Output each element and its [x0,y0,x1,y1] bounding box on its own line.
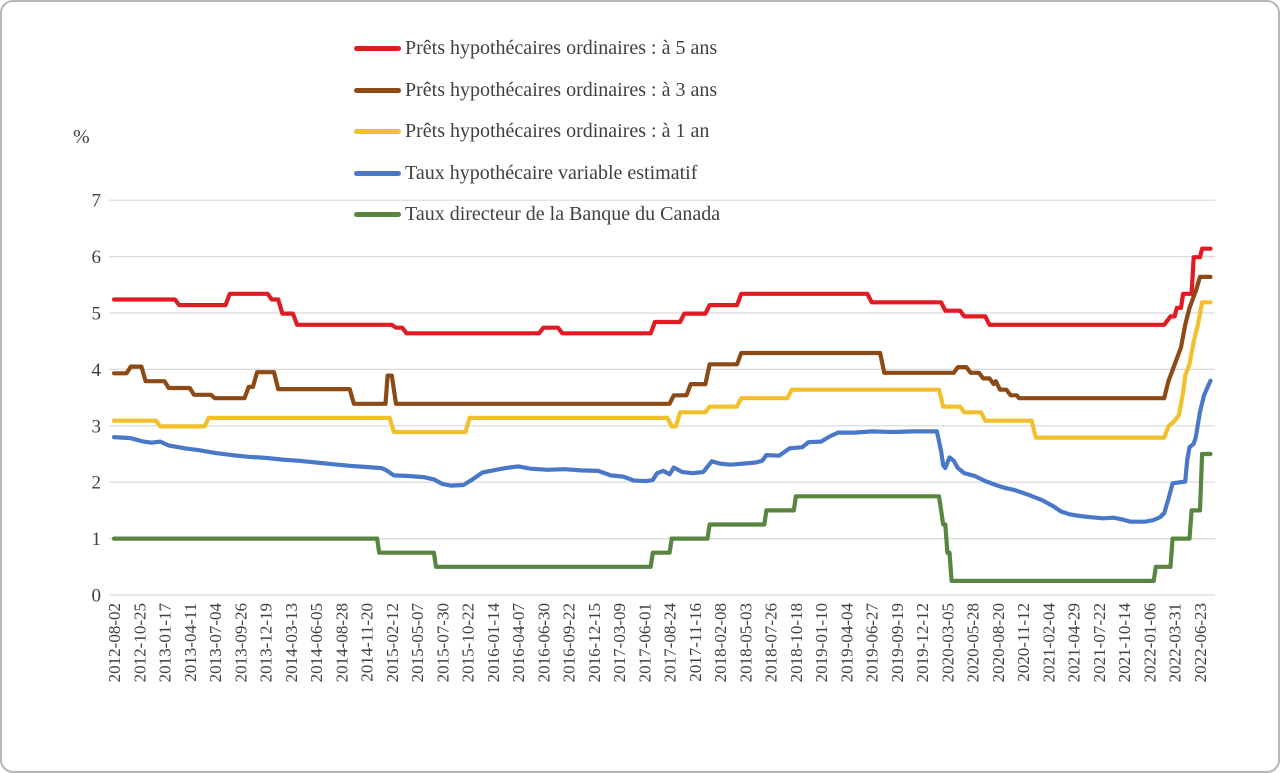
y-axis-tick-label: 2 [92,473,102,494]
x-axis-tick-label: 2014-11-20 [358,603,377,682]
legend-swatch-policy-rate-icon [354,212,401,218]
legend-label-3yr: Prêts hypothécaires ordinaires : à 3 ans [405,78,718,101]
x-axis-tick-label: 2013-07-04 [206,603,225,683]
x-axis-tick-label: 2021-02-04 [1039,603,1058,683]
y-axis-tick-label: 0 [92,586,102,607]
x-axis-tick-label: 2013-12-19 [257,603,276,682]
x-axis-tick-label: 2013-09-26 [231,603,250,682]
x-axis-tick-label: 2014-08-28 [332,603,351,682]
x-axis-tick-label: 2012-08-02 [105,603,124,682]
y-axis-tick-label: 1 [92,529,102,550]
x-axis-tick-label: 2017-08-24 [661,603,680,683]
x-axis-tick-label: 2022-06-23 [1191,603,1210,682]
x-axis-tick-label: 2013-01-17 [156,603,175,683]
x-axis-tick-label: 2016-06-30 [534,603,553,682]
legend-item-3yr: Prêts hypothécaires ordinaires : à 3 ans [354,70,720,112]
y-axis-tick-label: 7 [92,191,102,212]
legend-item-5yr: Prêts hypothécaires ordinaires : à 5 ans [354,28,720,70]
legend-item-1yr: Prêts hypothécaires ordinaires : à 1 an [354,111,720,153]
legend-label-5yr: Prêts hypothécaires ordinaires : à 5 ans [405,37,718,60]
x-axis-tick-label: 2014-03-13 [282,603,301,682]
series-line-2 [111,300,1213,440]
x-axis-tick-label: 2019-01-10 [812,603,831,682]
x-axis-tick-label: 2017-03-09 [610,603,629,682]
x-axis-tick-label: 2019-06-27 [863,603,882,683]
y-axis-tick-label: 5 [92,304,102,325]
legend-swatch-1yr-icon [354,129,401,135]
x-axis-tick-label: 2018-10-18 [787,603,806,682]
legend-label-1yr: Prêts hypothécaires ordinaires : à 1 an [405,120,710,143]
legend-label-policy-rate: Taux directeur de la Banque du Canada [405,203,721,226]
x-axis-tick-label: 2021-07-22 [1090,603,1109,682]
x-axis-tick-label: 2016-01-14 [484,603,503,683]
x-axis-tick-label: 2015-07-30 [433,603,452,682]
x-axis-tick-label: 2020-11-12 [1014,603,1033,682]
x-axis-tick-label: 2021-04-29 [1065,603,1084,682]
x-axis-tick-label: 2017-06-01 [635,603,654,682]
x-axis-tick-label: 2015-05-07 [408,603,427,683]
x-axis-tick-label: 2018-07-26 [762,603,781,682]
series-line-0 [111,246,1213,336]
x-axis-tick-label: 2016-04-07 [509,603,528,683]
x-axis-tick-label: 2020-05-28 [964,603,983,682]
x-axis-tick-label: 2019-04-04 [837,603,856,683]
x-axis-tick-label: 2017-11-16 [686,603,705,682]
legend-swatch-3yr-icon [354,87,401,93]
series-line-1 [111,274,1213,406]
x-axis-tick-label: 2018-02-08 [711,603,730,682]
x-axis-tick-label: 2015-02-12 [383,603,402,682]
x-axis-tick-label: 2019-09-19 [888,603,907,682]
x-axis-tick-label: 2012-10-25 [130,603,149,682]
x-axis-tick-label: 2020-03-05 [938,603,957,682]
x-axis-tick-label: 2021-10-14 [1115,603,1134,683]
series-line-3 [111,378,1213,524]
chart-legend: Prêts hypothécaires ordinaires : à 5 ans… [354,28,720,236]
x-axis-tick-label: 2020-08-20 [989,603,1008,682]
y-axis-unit-label: % [73,126,90,148]
x-axis-tick-label: 2015-10-22 [459,603,478,682]
legend-swatch-variable-icon [354,170,401,176]
y-axis-tick-label: 4 [92,360,102,381]
y-axis-tick-label: 6 [92,247,102,268]
series-line-4 [111,451,1213,584]
x-axis-tick-label: 2016-12-15 [585,603,604,682]
x-axis-tick-label: 2014-06-05 [307,603,326,682]
x-axis-tick-label: 2022-03-31 [1166,603,1185,682]
legend-swatch-5yr-icon [354,46,401,52]
x-axis-tick-label: 2018-05-03 [736,603,755,682]
x-axis-tick-label: 2022-01-06 [1141,603,1160,682]
y-axis-tick-label: 3 [92,416,102,437]
x-axis-tick-label: 2019-12-12 [913,603,932,682]
x-axis-tick-label: 2013-04-11 [181,603,200,682]
legend-item-variable: Taux hypothécaire variable estimatif [354,153,720,195]
x-axis-tick-label: 2016-09-22 [560,603,579,682]
legend-item-policy-rate: Taux directeur de la Banque du Canada [354,194,720,236]
legend-label-variable: Taux hypothécaire variable estimatif [405,161,698,184]
